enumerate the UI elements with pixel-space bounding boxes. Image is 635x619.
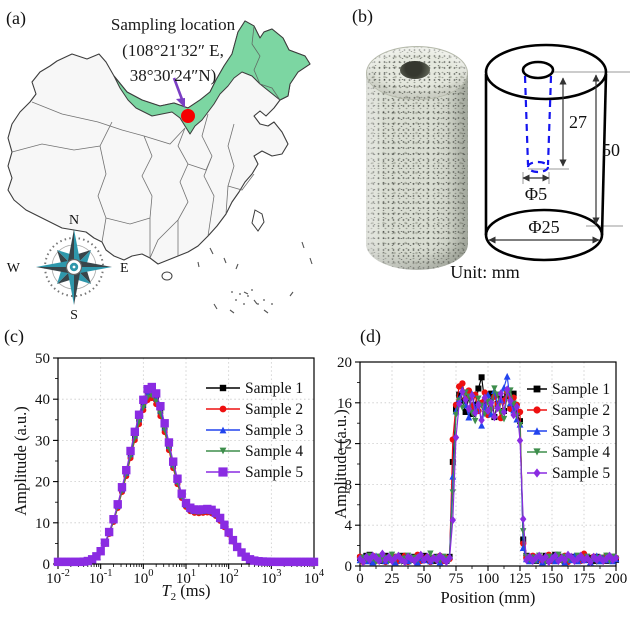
svg-text:125: 125 <box>509 571 532 587</box>
svg-text:20: 20 <box>337 355 352 371</box>
sample-cylinder-body <box>366 73 468 270</box>
y-axis-label: Amplitude (a.u.) <box>11 406 30 516</box>
scs-islands <box>197 241 313 314</box>
gridlines <box>360 362 616 566</box>
annotation-line3: 38°30′24″N) <box>129 66 217 85</box>
svg-text:103: 103 <box>261 568 281 587</box>
china-map: N S E W <box>7 20 313 323</box>
svg-text:Sample 4: Sample 4 <box>552 444 610 461</box>
compass-w: W <box>7 261 21 276</box>
svg-text:102: 102 <box>219 568 239 587</box>
sampling-dot <box>181 109 195 123</box>
svg-text:8: 8 <box>345 477 353 493</box>
svg-text:Sample 2: Sample 2 <box>245 401 303 418</box>
svg-text:Sample 3: Sample 3 <box>245 422 303 439</box>
svg-text:100: 100 <box>133 568 153 587</box>
series-sample-5 <box>356 385 620 567</box>
svg-text:150: 150 <box>541 571 564 587</box>
svg-text:Sample 1: Sample 1 <box>245 380 303 397</box>
taiwan-island <box>251 209 265 232</box>
province-borders <box>11 25 281 259</box>
svg-text:40: 40 <box>35 392 50 408</box>
svg-text:50: 50 <box>417 571 432 587</box>
legend: Sample 1 Sample 2 Sample 3 Sample 4 Sample 5 <box>206 380 303 481</box>
dim-depth: 27 <box>569 112 587 132</box>
svg-text:100: 100 <box>477 571 500 587</box>
panel-a-label: (a) <box>6 8 26 28</box>
rock-sample-photo <box>366 46 468 270</box>
series-sample-5 <box>53 382 319 567</box>
svg-text:12: 12 <box>337 437 352 453</box>
panel-c-label: (c) <box>4 326 24 346</box>
svg-text:104: 104 <box>304 568 325 587</box>
svg-text:Sample 1: Sample 1 <box>552 381 610 398</box>
svg-text:16: 16 <box>337 396 353 412</box>
dim-height: 50 <box>602 140 620 160</box>
sample-schematic: 27 50 Φ5 Φ25 <box>484 43 630 262</box>
location-arrow-head <box>176 98 185 108</box>
scs-dots <box>231 289 273 305</box>
dim-diameter: Φ25 <box>528 217 559 237</box>
svg-text:Sample 5: Sample 5 <box>552 465 610 482</box>
x-axis-label: Position (mm) <box>441 588 536 607</box>
highlighted-region <box>113 20 311 135</box>
annotation-line1: Sampling location <box>110 15 236 34</box>
panel-b-label: (b) <box>352 6 373 26</box>
compass-e: E <box>120 261 129 276</box>
svg-text:75: 75 <box>449 571 464 587</box>
svg-text:200: 200 <box>605 571 628 587</box>
annotation-line2: (108°21′32″ E, <box>122 40 224 60</box>
svg-text:20: 20 <box>35 475 50 491</box>
gridlines <box>58 358 314 564</box>
svg-text:25: 25 <box>385 571 400 587</box>
position-profile-chart: 0 25 50 75 100 125 150 175 200 0 4 8 12 16 20 Position … <box>331 355 627 607</box>
svg-text:Sample 2: Sample 2 <box>552 402 610 419</box>
compass-rose: N S E W <box>7 213 129 323</box>
svg-text:0: 0 <box>356 571 364 587</box>
compass-n: N <box>69 213 79 228</box>
unit-label: Unit: mm <box>450 262 520 282</box>
svg-text:30: 30 <box>35 433 50 449</box>
borehole-dashed <box>523 75 553 174</box>
y-axis-label: Amplitude (a.u.) <box>331 409 350 519</box>
dim-bore: Φ5 <box>525 184 547 204</box>
svg-text:Sample 3: Sample 3 <box>552 423 610 440</box>
compass-s: S <box>70 308 78 323</box>
svg-text:10-1: 10-1 <box>89 568 113 587</box>
sampling-annotation: Sampling location (108°21′32″ E, 38°30′2… <box>88 12 258 89</box>
tick-labels: 0 25 50 75 100 125 150 175 200 0 4 8 12 16 20 <box>337 355 627 587</box>
svg-text:Sample 5: Sample 5 <box>245 464 303 481</box>
location-arrow <box>172 77 185 103</box>
panel-d-label: (d) <box>360 326 381 346</box>
svg-text:0: 0 <box>43 557 51 573</box>
svg-text:50: 50 <box>35 351 50 367</box>
legend: Sample 1 Sample 2 Sample 3 Sample 4 Sample 5 <box>527 381 610 482</box>
svg-text:175: 175 <box>573 571 596 587</box>
svg-text:0: 0 <box>345 559 353 575</box>
svg-text:4: 4 <box>345 518 353 534</box>
sample-borehole <box>400 61 430 79</box>
svg-text:10: 10 <box>35 516 50 532</box>
svg-text:Sample 4: Sample 4 <box>245 443 303 460</box>
hainan-island <box>161 271 173 281</box>
x-axis-label: T2 (ms) <box>161 581 210 603</box>
